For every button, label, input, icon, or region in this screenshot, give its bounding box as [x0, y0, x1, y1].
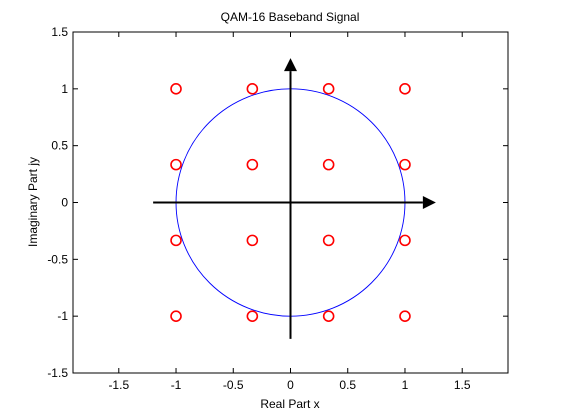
- x-tick-label: 0.5: [339, 378, 356, 392]
- x-tick-label: 1.5: [454, 378, 471, 392]
- imaginary-axis-arrowhead: [284, 58, 297, 72]
- x-tick-label: -0.5: [223, 378, 244, 392]
- constellation-point: [246, 158, 259, 171]
- y-axis-label: Imaginary Part jy: [26, 157, 40, 247]
- x-tick-label: 1: [402, 378, 409, 392]
- x-tick-label: 0: [287, 378, 294, 392]
- y-tick-label: -1: [57, 309, 68, 323]
- chart-title: QAM-16 Baseband Signal: [221, 10, 360, 24]
- constellation-point: [322, 234, 335, 247]
- point-layer: [170, 83, 411, 322]
- x-tick-label: -1.5: [108, 378, 129, 392]
- constellation-point: [170, 158, 182, 171]
- constellation-point: [170, 83, 182, 95]
- arrow-layer: [153, 58, 436, 339]
- constellation-point: [170, 310, 182, 322]
- constellation-point: [399, 158, 411, 171]
- constellation-point: [399, 310, 411, 322]
- y-tick-label: 0: [61, 196, 68, 210]
- tick-layer: -1.5 -1 -0.5 0 0.5 1 1.5 -1.5 -1 -0.5 0 0.5 1 1.5: [47, 25, 508, 392]
- constellation-point: [246, 83, 259, 95]
- constellation-point: [246, 310, 259, 322]
- constellation-point: [170, 234, 182, 247]
- y-tick-label: -0.5: [47, 252, 68, 266]
- x-tick-label: -1: [171, 378, 182, 392]
- constellation-point: [322, 83, 335, 95]
- y-tick-label: -1.5: [47, 366, 68, 380]
- x-axis-label: Real Part x: [260, 397, 319, 411]
- y-tick-label: 1: [61, 82, 68, 96]
- constellation-point: [322, 158, 335, 171]
- constellation-point: [322, 310, 335, 322]
- constellation-point: [246, 234, 259, 247]
- constellation-point: [399, 83, 411, 95]
- y-tick-label: 1.5: [51, 25, 68, 39]
- y-tick-label: 0.5: [51, 139, 68, 153]
- real-axis-arrowhead: [422, 196, 436, 209]
- constellation-point: [399, 234, 411, 247]
